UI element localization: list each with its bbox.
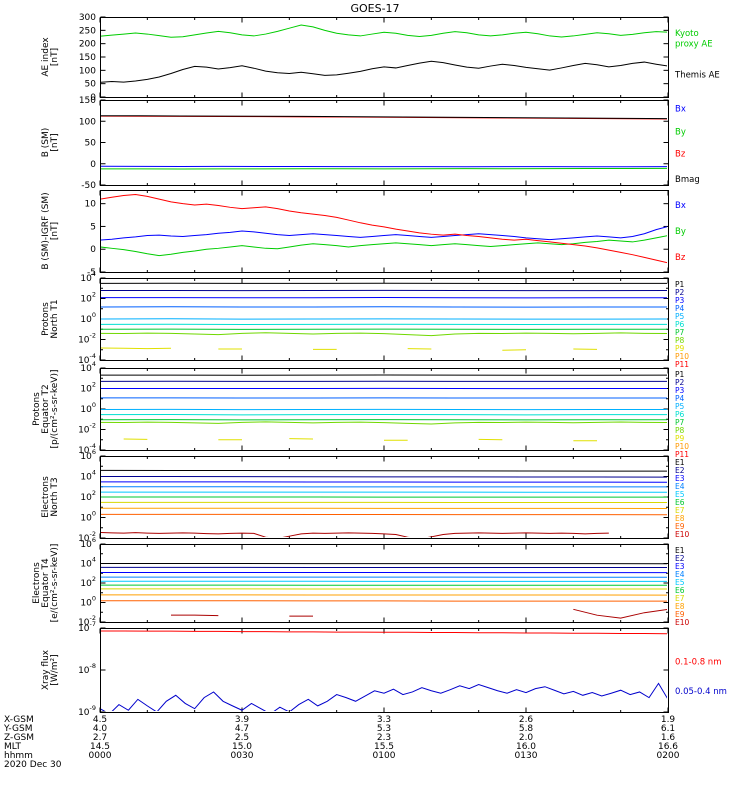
plot-title: GOES-17 — [350, 2, 400, 15]
